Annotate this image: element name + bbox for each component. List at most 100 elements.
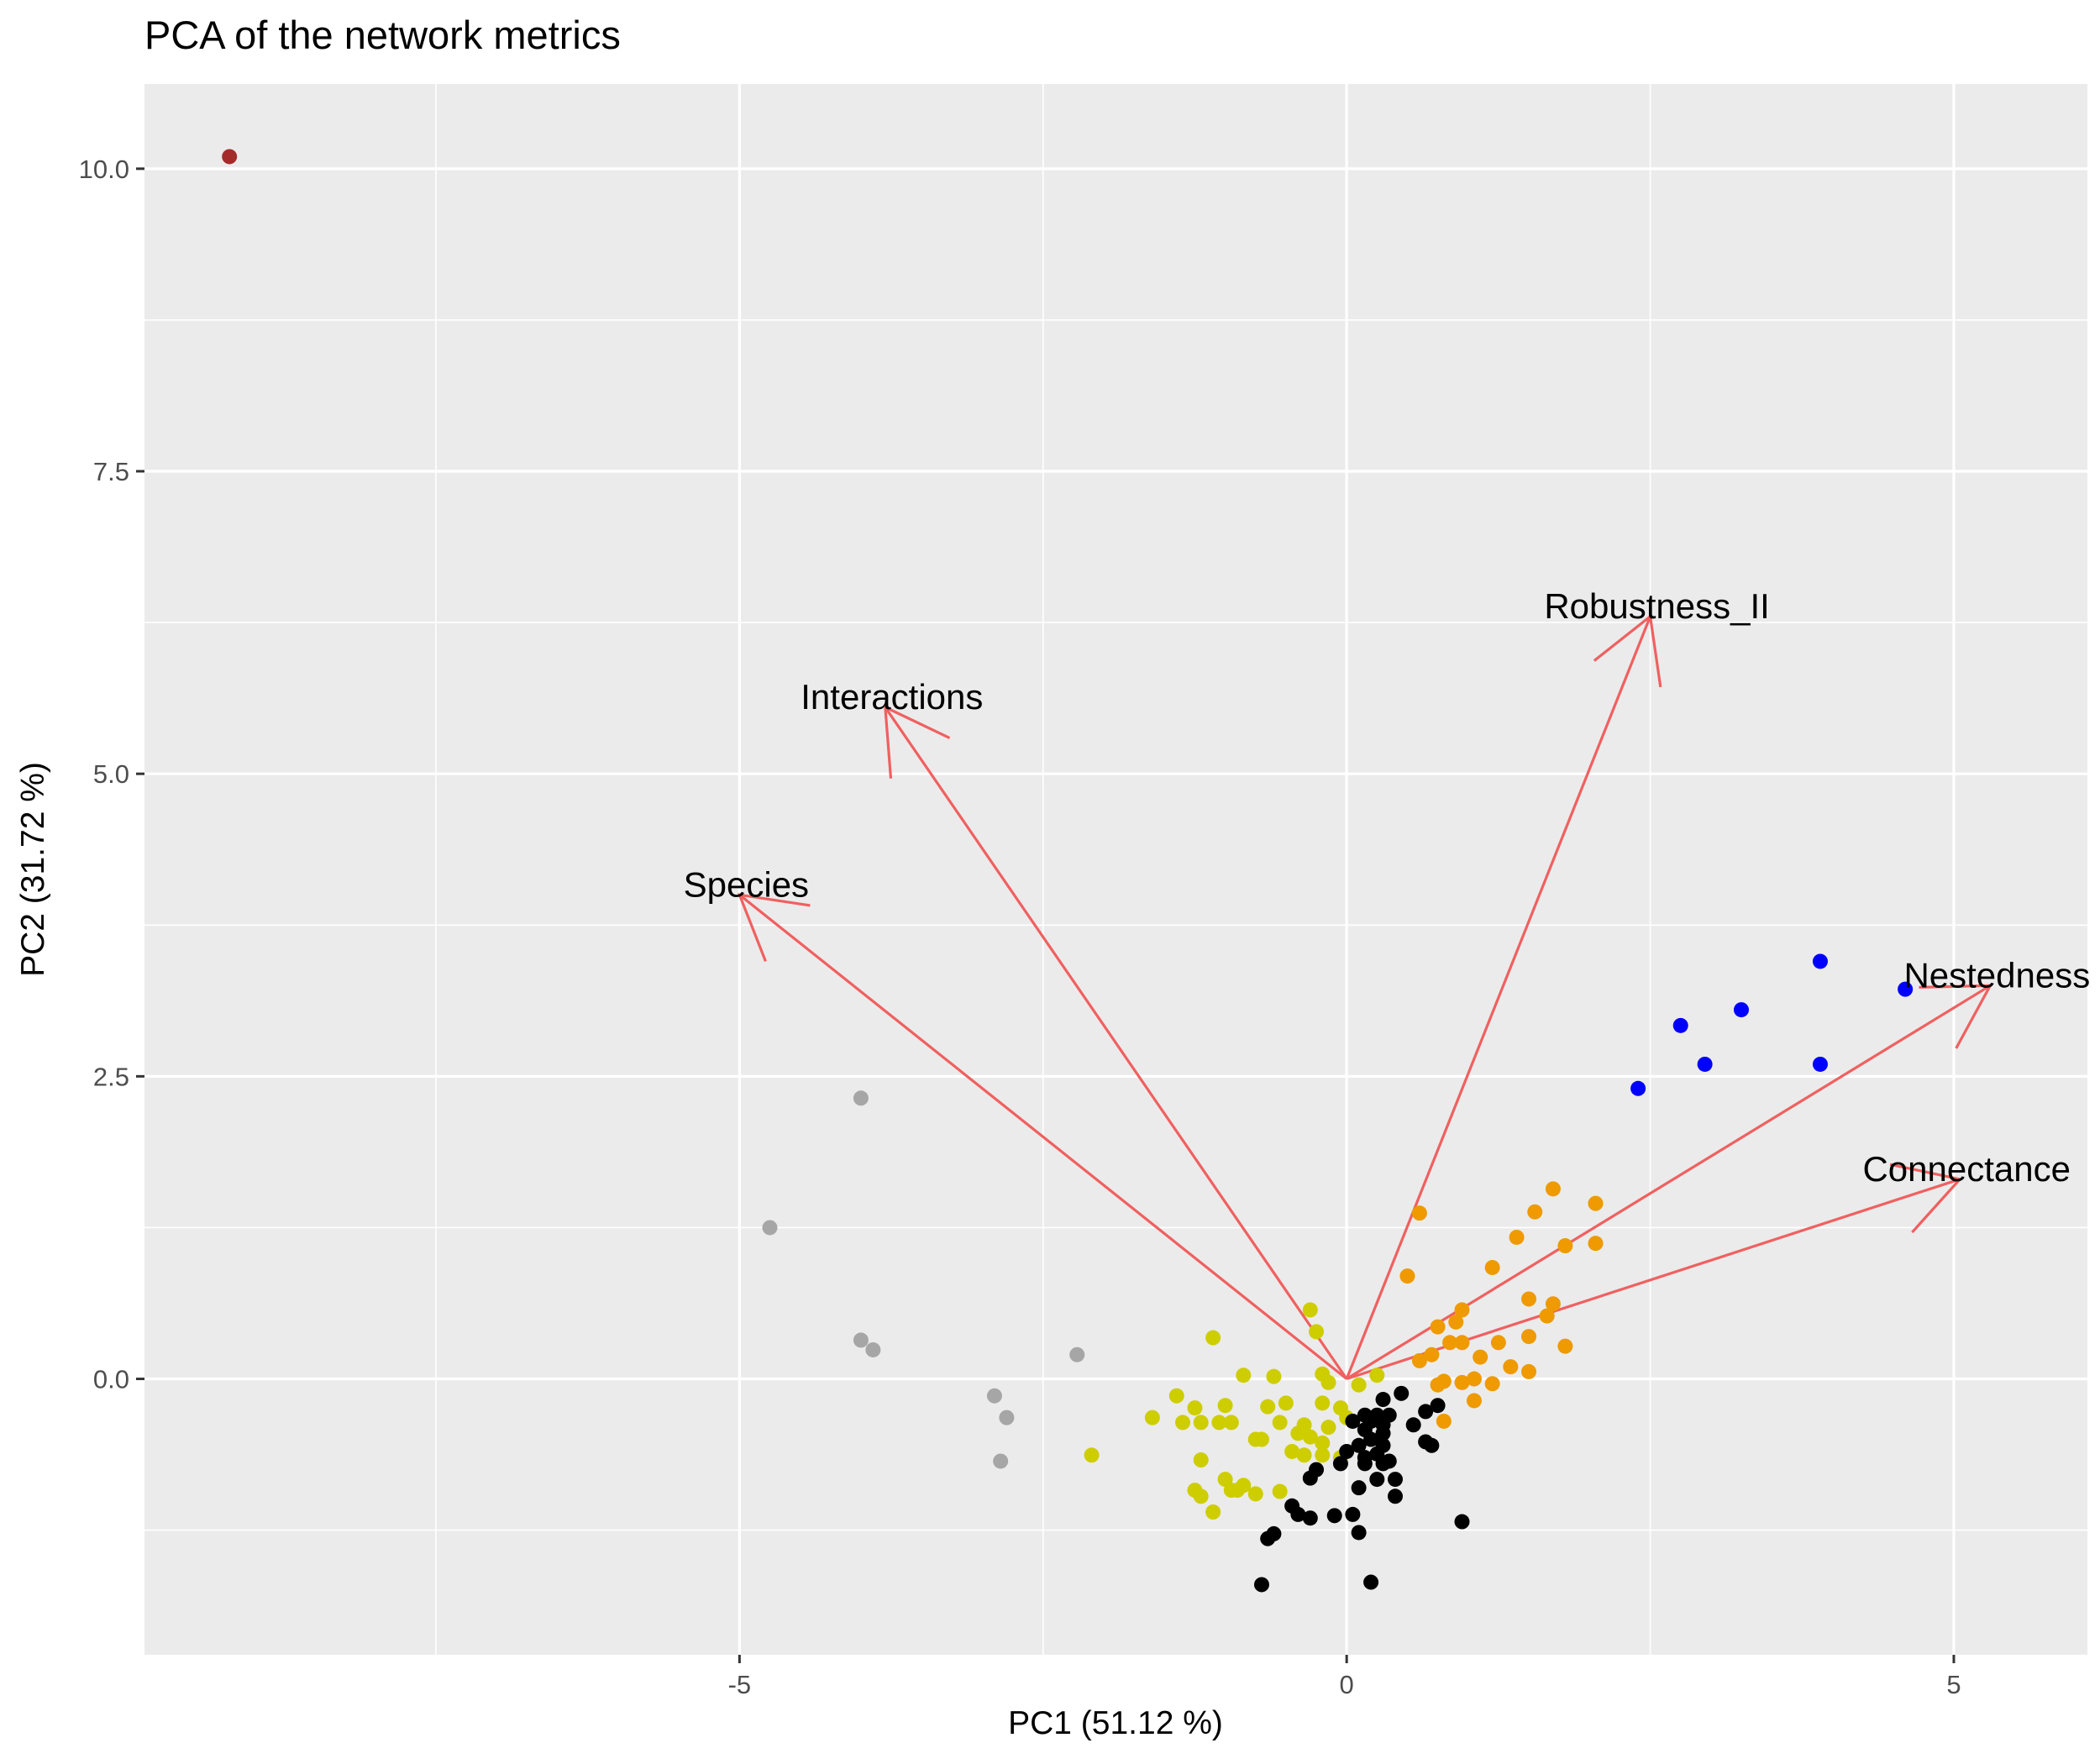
y-axis-ticks: 0.0 2.5 5.0 7.5 10.0 bbox=[79, 155, 144, 1394]
data-point-yellow bbox=[1223, 1415, 1239, 1431]
data-point-orange bbox=[1503, 1359, 1519, 1375]
data-point-black bbox=[1369, 1472, 1385, 1488]
data-point-gray bbox=[865, 1341, 881, 1357]
data-point-black bbox=[1375, 1392, 1391, 1408]
data-point-black bbox=[1394, 1385, 1410, 1401]
data-point-blue bbox=[1812, 953, 1828, 969]
data-point-orange bbox=[1424, 1347, 1440, 1362]
data-point-black bbox=[1363, 1574, 1379, 1590]
arrow-robustness-ii bbox=[1345, 616, 1652, 1380]
data-point-black bbox=[1357, 1456, 1373, 1472]
data-point-yellow bbox=[1296, 1447, 1312, 1463]
data-point-black bbox=[1454, 1514, 1470, 1530]
data-point-black bbox=[1253, 1577, 1269, 1593]
data-point-yellow bbox=[1247, 1486, 1263, 1502]
data-point-yellow bbox=[1320, 1420, 1336, 1436]
data-point-black bbox=[1405, 1417, 1421, 1433]
data-point-orange bbox=[1588, 1195, 1604, 1211]
data-point-orange bbox=[1557, 1238, 1573, 1254]
data-point-yellow bbox=[1278, 1395, 1294, 1411]
data-point-yellow bbox=[1193, 1415, 1209, 1431]
major-gridlines bbox=[144, 84, 2087, 1655]
loading-labels: Species Interactions Robustness_II Nestedne… bbox=[684, 586, 2091, 1189]
loading-label-robustness-ii: Robustness_II bbox=[1544, 586, 1770, 626]
arrow-species bbox=[738, 894, 1348, 1380]
data-point-black bbox=[1430, 1398, 1446, 1414]
data-point-yellow bbox=[1302, 1429, 1318, 1445]
loading-label-nestedness: Nestedness bbox=[1903, 955, 2090, 995]
data-point-black bbox=[1326, 1508, 1342, 1524]
data-point-gray bbox=[986, 1388, 1002, 1404]
data-point-yellow bbox=[1236, 1478, 1252, 1494]
score-points bbox=[222, 149, 1914, 1593]
data-point-black bbox=[1332, 1456, 1348, 1472]
x-tick-label: -5 bbox=[728, 1670, 752, 1699]
data-point-orange bbox=[1466, 1393, 1482, 1409]
data-point-yellow bbox=[1193, 1488, 1209, 1504]
minor-gridlines bbox=[144, 84, 2087, 1655]
data-point-yellow bbox=[1144, 1410, 1160, 1425]
data-point-black bbox=[1351, 1437, 1367, 1453]
data-point-orange bbox=[1557, 1338, 1573, 1354]
data-point-yellow bbox=[1260, 1399, 1276, 1415]
loading-label-interactions: Interactions bbox=[801, 677, 983, 717]
data-point-orange bbox=[1430, 1319, 1446, 1335]
data-point-yellow bbox=[1175, 1415, 1191, 1431]
data-point-yellow bbox=[1302, 1302, 1318, 1318]
data-point-yellow bbox=[1266, 1368, 1282, 1384]
data-point-yellow bbox=[1272, 1483, 1288, 1499]
y-tick-label: 2.5 bbox=[93, 1062, 129, 1091]
loading-label-species: Species bbox=[684, 864, 809, 904]
data-point-orange bbox=[1521, 1363, 1537, 1379]
data-point-black bbox=[1418, 1404, 1434, 1420]
y-tick-label: 5.0 bbox=[93, 759, 129, 789]
data-point-orange bbox=[1411, 1205, 1427, 1221]
data-point-black bbox=[1363, 1431, 1379, 1447]
data-point-orange bbox=[1521, 1291, 1537, 1307]
y-axis-label: PC2 (31.72 %) bbox=[15, 762, 51, 977]
data-point-orange bbox=[1545, 1181, 1561, 1197]
data-point-yellow bbox=[1290, 1425, 1306, 1441]
data-point-orange bbox=[1473, 1349, 1488, 1365]
data-point-black bbox=[1345, 1413, 1361, 1429]
data-point-yellow bbox=[1369, 1368, 1385, 1383]
arrowhead-connectance bbox=[1889, 1163, 1963, 1234]
data-point-orange bbox=[1436, 1413, 1452, 1429]
data-point-brown bbox=[222, 149, 238, 165]
data-point-orange bbox=[1436, 1373, 1452, 1389]
data-point-orange bbox=[1539, 1308, 1555, 1324]
y-tick-label: 0.0 bbox=[93, 1365, 129, 1394]
arrowhead-nestedness bbox=[1919, 984, 1993, 1049]
data-point-yellow bbox=[1205, 1504, 1221, 1520]
data-point-gray bbox=[1069, 1347, 1085, 1362]
data-point-orange bbox=[1490, 1335, 1506, 1351]
data-point-orange bbox=[1448, 1314, 1464, 1330]
x-tick-label: 5 bbox=[1946, 1670, 1961, 1699]
x-axis-label: PC1 (51.12 %) bbox=[1008, 1705, 1223, 1741]
data-point-yellow bbox=[1253, 1431, 1269, 1447]
data-point-orange bbox=[1527, 1204, 1543, 1220]
data-point-yellow bbox=[1351, 1377, 1367, 1393]
data-point-yellow bbox=[1315, 1435, 1331, 1451]
data-point-black bbox=[1387, 1488, 1403, 1504]
data-point-yellow bbox=[1236, 1368, 1252, 1383]
arrow-nestedness bbox=[1346, 984, 1992, 1380]
data-point-gray bbox=[993, 1453, 1009, 1469]
chart-title: PCA of the network metrics bbox=[144, 13, 621, 57]
data-point-orange bbox=[1588, 1236, 1604, 1252]
data-point-black bbox=[1424, 1437, 1440, 1453]
data-point-blue bbox=[1898, 981, 1914, 997]
data-point-orange bbox=[1411, 1352, 1427, 1368]
data-point-yellow bbox=[1272, 1415, 1288, 1431]
data-point-orange bbox=[1399, 1268, 1415, 1284]
data-point-yellow bbox=[1320, 1374, 1336, 1390]
x-tick-label: 0 bbox=[1340, 1670, 1354, 1699]
data-point-yellow bbox=[1309, 1324, 1325, 1340]
data-point-orange bbox=[1454, 1374, 1470, 1390]
data-point-blue bbox=[1812, 1056, 1828, 1072]
data-point-blue bbox=[1697, 1056, 1713, 1072]
data-point-orange bbox=[1484, 1259, 1500, 1275]
arrow-interactions bbox=[884, 706, 1348, 1380]
data-point-yellow bbox=[1193, 1452, 1209, 1468]
data-point-black bbox=[1375, 1456, 1391, 1472]
